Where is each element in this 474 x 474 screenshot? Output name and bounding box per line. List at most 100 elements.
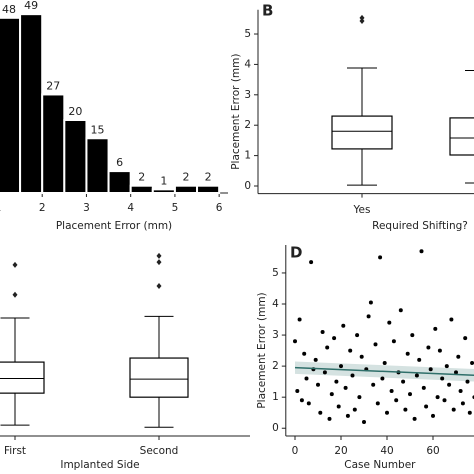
box [449,117,474,156]
point [355,333,360,338]
point [405,351,410,356]
point [359,354,364,359]
point [470,361,474,366]
value-label: 49 [24,0,38,12]
point [460,401,465,406]
point [306,401,311,406]
point [302,351,307,356]
x-axis-label: Placement Error (mm) [56,220,172,232]
bar [19,13,44,195]
point [385,410,389,415]
value-label: 1 [160,174,167,187]
point [341,323,346,328]
point [463,336,468,341]
box [129,357,189,398]
y-tick-label: 5 [272,267,279,279]
outlier [12,261,18,268]
point [451,407,456,412]
trend-line [294,366,474,376]
point [352,407,357,412]
value-label: 48 [2,3,16,16]
x-axis-label: Required Shifting? [372,220,468,232]
outlier [156,252,162,259]
point [316,382,320,387]
point [440,376,445,381]
bar [0,16,22,194]
point [382,361,387,366]
outlier [359,17,365,24]
point [313,357,318,362]
bar [107,170,132,195]
point [394,398,399,403]
x-tick-label: Second [140,445,179,457]
point [350,373,355,378]
point [433,326,438,331]
x-axis-label: Implanted Side [60,459,139,471]
bar [129,184,154,194]
point [295,388,300,393]
point [424,404,429,409]
point [428,367,433,372]
point [454,370,458,375]
value-label: 6 [116,156,123,169]
point [343,385,348,390]
outlier [156,259,162,266]
value-label: 27 [46,79,60,92]
x-axis-label: Case Number [344,459,416,471]
y-tick-label: 4 [272,298,279,310]
outlier [359,14,365,21]
y-tick-label: 3 [272,329,279,341]
x-tick-label: 6 [216,202,223,214]
point [419,249,424,254]
point [378,255,383,260]
point [357,395,362,400]
point [426,345,431,350]
point [373,342,378,347]
y-tick-label: 5 [244,28,251,40]
point [444,364,449,369]
y-tick-label: 0 [272,422,279,434]
point [334,379,339,384]
x-tick-label: Yes [353,204,371,216]
value-label: 15 [91,123,105,136]
value-label: 2 [138,171,145,184]
point [297,317,302,322]
point [447,382,452,387]
y-tick-label: 2 [272,360,279,372]
point [410,333,415,338]
x-tick-label: First [4,445,26,457]
x-tick-label: 60 [426,445,439,457]
point [387,320,392,325]
bar [151,188,176,195]
y-axis-label: Placement Error (mm) [230,54,242,170]
x-tick-label: 2 [39,202,46,214]
x-tick-label: 0 [292,445,299,457]
point [401,379,406,384]
point [339,364,343,369]
point [456,354,461,359]
point [299,398,304,403]
y-tick-label: 4 [244,58,251,70]
point [458,388,463,393]
point [325,345,330,350]
point [421,385,426,390]
point [414,373,419,378]
point [391,339,396,344]
point [309,260,314,265]
point [380,376,385,381]
point [408,392,412,397]
panel-letter: D [290,244,302,262]
x-tick-label: 5 [172,202,179,214]
point [412,416,417,421]
y-tick-label: 1 [244,150,251,162]
point [417,357,422,362]
point [336,404,341,409]
point [327,416,332,421]
point [375,401,380,406]
point [304,376,309,381]
bar [173,184,199,194]
point [465,379,470,384]
bar [85,137,110,194]
point [368,300,373,305]
